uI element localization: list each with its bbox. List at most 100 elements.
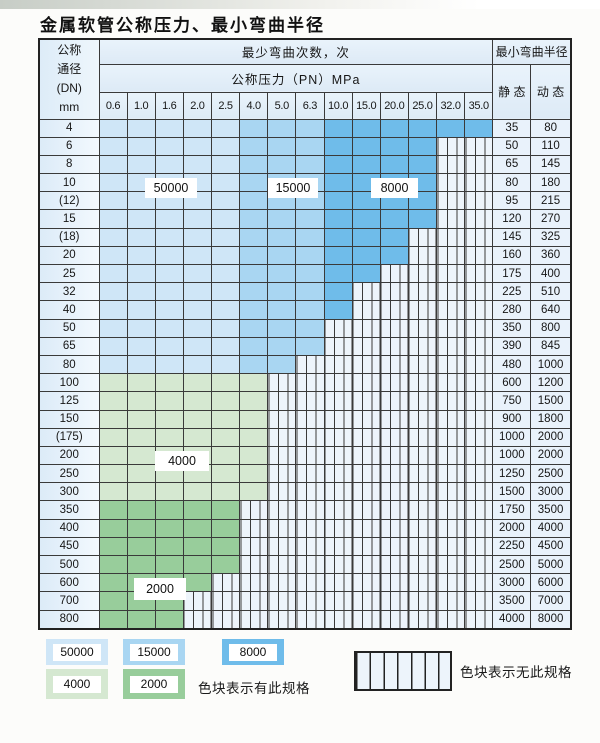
spec-cell: [98, 536, 128, 557]
dynamic-radius-cell: 1000: [530, 354, 572, 375]
spec-cell: [464, 118, 494, 138]
dn-cell: 300: [38, 482, 100, 502]
dn-cell: 6: [38, 136, 100, 156]
static-radius-cell: 350: [492, 318, 532, 338]
no-spec-cell: [464, 336, 494, 356]
spec-cell: [210, 318, 241, 338]
spec-cell: [295, 336, 325, 356]
spec-cell: [154, 500, 184, 520]
no-spec-cell: [295, 482, 325, 502]
spec-cell: [323, 227, 353, 247]
no-spec-cell: [464, 445, 494, 466]
spec-cell: [210, 536, 241, 557]
no-spec-cell: [210, 591, 241, 611]
no-spec-cell: [351, 573, 381, 593]
static-radius-cell: 3000: [492, 573, 532, 593]
spec-cell: [210, 191, 241, 211]
no-spec-cell: [267, 518, 297, 538]
spec-cell: [126, 536, 156, 557]
no-spec-cell: [295, 409, 325, 429]
legend-swatch-15000: 15000: [123, 639, 185, 665]
dn-cell: 125: [38, 391, 100, 411]
no-spec-cell: [464, 136, 494, 156]
legend-swatch-label: 15000: [130, 643, 178, 661]
no-spec-cell: [435, 263, 466, 284]
legend-swatch-label: 8000: [229, 643, 277, 661]
legend-swatch-label: 2000: [130, 675, 178, 693]
spec-cell: [154, 136, 184, 156]
spec-cell: [351, 245, 381, 266]
no-spec-cell: [464, 209, 494, 229]
spec-cell: [351, 263, 381, 284]
spec-cell: [267, 118, 297, 138]
static-radius-cell: 2000: [492, 518, 532, 538]
spec-cell: [210, 173, 241, 193]
no-spec-cell: [464, 191, 494, 211]
no-spec-cell: [464, 536, 494, 557]
spec-cell: [154, 554, 184, 575]
spec-cell: [182, 354, 213, 375]
no-spec-cell: [407, 336, 438, 356]
dn-cell: 350: [38, 500, 100, 520]
static-radius-cell: 1500: [492, 482, 532, 502]
static-radius-cell: 1000: [492, 445, 532, 466]
dynamic-radius-cell: 3500: [530, 500, 572, 520]
no-spec-cell: [210, 609, 241, 630]
no-spec-cell: [407, 427, 438, 447]
no-spec-cell: [464, 591, 494, 611]
no-spec-cell: [435, 391, 466, 411]
static-radius-cell: 900: [492, 409, 532, 429]
spec-cell: [98, 409, 128, 429]
spec-cell: [267, 300, 297, 320]
no-spec-cell: [379, 554, 409, 575]
no-spec-cell: [435, 409, 466, 429]
dynamic-radius-cell: 7000: [530, 591, 572, 611]
no-spec-cell: [379, 318, 409, 338]
spec-cell: [239, 154, 269, 175]
no-spec-cell: [295, 518, 325, 538]
no-spec-cell: [295, 354, 325, 375]
spec-cell: [98, 482, 128, 502]
no-spec-cell: [351, 591, 381, 611]
no-spec-cell: [295, 464, 325, 484]
no-spec-cell: [379, 536, 409, 557]
cycles-label-8000: 8000: [371, 178, 418, 198]
dynamic-radius-cell: 110: [530, 136, 572, 156]
no-spec-cell: [407, 227, 438, 247]
spec-cell: [126, 354, 156, 375]
no-spec-cell: [267, 591, 297, 611]
dynamic-radius-cell: 2000: [530, 427, 572, 447]
no-spec-cell: [323, 536, 353, 557]
static-radius-cell: 65: [492, 154, 532, 175]
no-spec-cell: [407, 263, 438, 284]
spec-cell: [267, 318, 297, 338]
no-spec-cell: [379, 282, 409, 302]
no-spec-cell: [435, 591, 466, 611]
no-spec-cell: [379, 263, 409, 284]
legend-swatch-2000: 2000: [123, 669, 185, 699]
no-spec-cell: [295, 573, 325, 593]
spec-cell: [267, 263, 297, 284]
no-spec-cell: [435, 354, 466, 375]
no-spec-cell: [267, 391, 297, 411]
no-spec-cell: [267, 464, 297, 484]
spec-cell: [154, 318, 184, 338]
pressure-col-header: 32.0: [435, 91, 466, 120]
spec-cell: [295, 318, 325, 338]
no-spec-cell: [267, 609, 297, 630]
spec-cell: [98, 445, 128, 466]
spec-cell: [126, 373, 156, 393]
spec-cell: [210, 464, 241, 484]
table-body: 4 35 80 6 50 110 8 65 145 10 80 180 (12) 95 215 15 120 27…: [38, 118, 572, 630]
no-spec-cell: [407, 609, 438, 630]
spec-cell: [154, 245, 184, 266]
no-spec-cell: [464, 227, 494, 247]
no-spec-cell: [407, 391, 438, 411]
no-spec-cell: [267, 373, 297, 393]
dynamic-header: 动 态: [530, 63, 572, 120]
no-spec-cell: [239, 536, 269, 557]
static-radius-cell: 175: [492, 263, 532, 284]
spec-cell: [126, 391, 156, 411]
no-spec-cell: [351, 391, 381, 411]
no-spec-cell: [407, 373, 438, 393]
